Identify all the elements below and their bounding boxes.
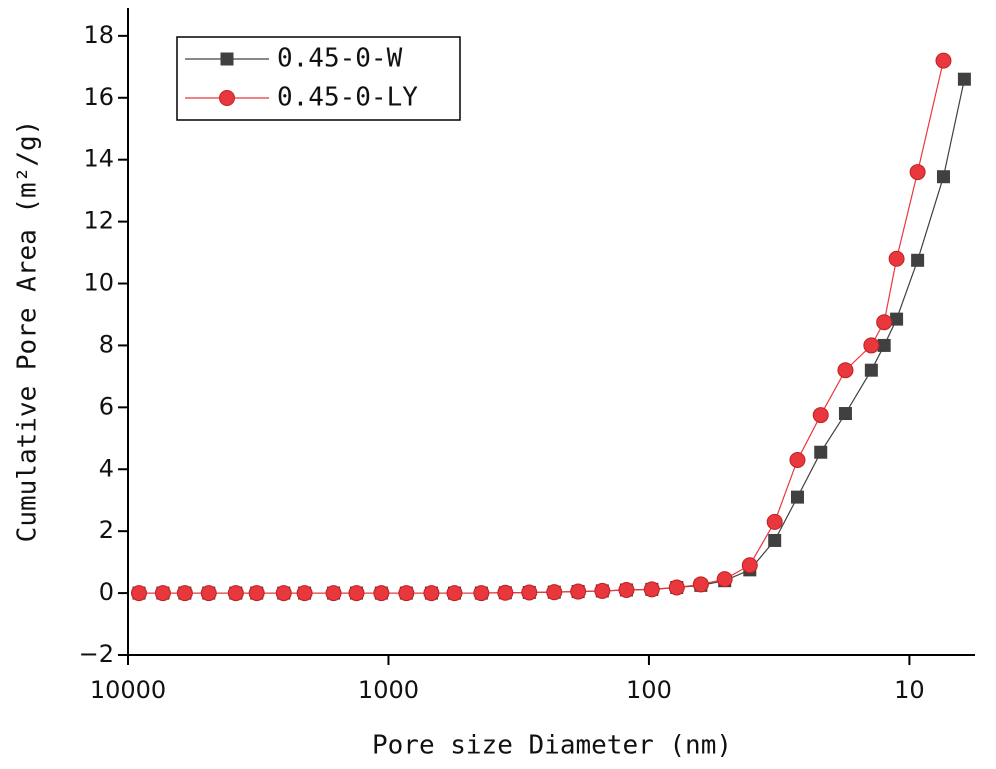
- legend-marker: [219, 90, 235, 106]
- point: [200, 585, 217, 602]
- point: [877, 338, 891, 352]
- point: [446, 585, 463, 602]
- point: [716, 571, 733, 588]
- x-tick-label: 10000: [90, 676, 166, 704]
- y-tick-label: 18: [83, 21, 114, 49]
- legend-marker: [220, 52, 234, 66]
- y-tick-label: 14: [83, 145, 114, 173]
- point: [768, 533, 782, 547]
- point: [936, 170, 950, 184]
- point: [497, 584, 514, 601]
- y-tick-label: 10: [83, 269, 114, 297]
- point: [890, 312, 904, 326]
- point: [909, 164, 926, 181]
- y-tick-label: 16: [83, 83, 114, 111]
- legend-label: 0.45-0-W: [277, 44, 403, 74]
- point: [935, 52, 952, 69]
- point: [154, 585, 171, 602]
- series: [130, 52, 952, 602]
- point: [248, 585, 265, 602]
- point: [864, 363, 878, 377]
- point: [692, 576, 709, 593]
- y-tick-label: −2: [79, 640, 114, 668]
- point: [348, 585, 365, 602]
- point: [423, 585, 440, 602]
- point: [741, 557, 758, 574]
- point: [594, 582, 611, 599]
- series-line: [138, 60, 945, 594]
- point: [398, 585, 415, 602]
- point: [766, 513, 783, 530]
- legend-label: 0.45-0-LY: [277, 83, 418, 113]
- legend-box: [176, 36, 461, 121]
- point: [373, 585, 390, 602]
- point: [325, 585, 342, 602]
- point: [176, 585, 193, 602]
- y-tick-label: 0: [99, 578, 114, 606]
- point: [790, 490, 804, 504]
- point: [957, 72, 971, 86]
- point: [812, 407, 829, 424]
- point: [888, 250, 905, 267]
- point: [911, 253, 925, 267]
- x-tick-label: 100: [626, 676, 672, 704]
- point: [643, 581, 660, 598]
- point: [814, 445, 828, 459]
- series-line: [138, 79, 965, 594]
- point: [838, 407, 852, 421]
- y-tick-label: 12: [83, 207, 114, 235]
- point: [876, 314, 893, 331]
- x-tick-label: 10: [894, 676, 925, 704]
- point: [473, 585, 490, 602]
- y-tick-label: 8: [99, 330, 114, 358]
- y-tick-label: 2: [99, 516, 114, 544]
- point: [227, 585, 244, 602]
- y-tick-label: 4: [99, 454, 114, 482]
- y-tick-label: 6: [99, 392, 114, 420]
- point: [275, 585, 292, 602]
- point: [837, 362, 854, 379]
- x-axis-label: Pore size Diameter (nm): [372, 731, 732, 761]
- point: [863, 337, 880, 354]
- y-axis-label: Cumulative Pore Area (m²/g): [13, 120, 43, 543]
- series: [132, 72, 971, 600]
- point: [570, 583, 587, 600]
- point: [789, 451, 806, 468]
- point: [521, 584, 538, 601]
- point: [130, 585, 147, 602]
- point: [296, 585, 313, 602]
- point: [668, 579, 685, 596]
- x-tick-label: 1000: [358, 676, 419, 704]
- point: [546, 584, 563, 601]
- point: [618, 581, 635, 598]
